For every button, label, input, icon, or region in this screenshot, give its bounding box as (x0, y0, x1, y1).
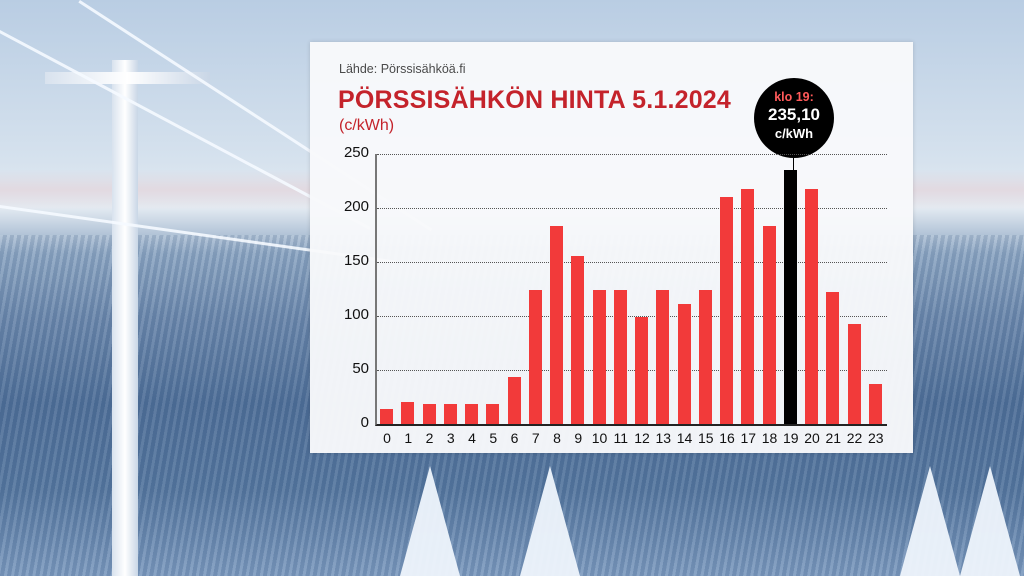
bar-hour-10 (592, 290, 606, 424)
x-tick-label: 7 (531, 430, 540, 446)
bar-hour-15 (698, 290, 712, 424)
x-tick-label: 2 (425, 430, 434, 446)
x-tick-label: 18 (761, 430, 778, 446)
x-tick-label: 3 (446, 430, 455, 446)
highlight-callout: klo 19: 235,10 c/kWh (754, 78, 834, 158)
bar-hour-0 (380, 409, 393, 424)
bar-hour-11 (613, 290, 627, 424)
x-tick-label: 8 (553, 430, 561, 446)
snowy-tree (520, 466, 580, 576)
bar-hour-22 (847, 323, 861, 424)
bar-hour-21 (826, 291, 840, 424)
bar-hour-9 (571, 256, 585, 424)
bar-hour-1 (401, 401, 415, 424)
chart-title: PÖRSSISÄHKÖN HINTA 5.1.2024 (338, 86, 732, 114)
snowy-tree (400, 466, 460, 576)
y-tick-label: 250 (343, 144, 369, 161)
y-tick-label: 50 (352, 360, 369, 377)
x-tick-label: 22 (846, 430, 863, 446)
source-label: Lähde: Pörssisähköä.fi (339, 62, 466, 76)
power-pole (112, 60, 138, 576)
x-tick-label: 13 (655, 430, 672, 446)
bar-hour-5 (486, 404, 500, 424)
x-tick-label: 14 (676, 430, 693, 446)
chart-panel: Lähde: Pörssisähköä.fi PÖRSSISÄHKÖN HINT… (310, 42, 913, 453)
bar-hour-20 (805, 188, 818, 424)
callout-unit: c/kWh (774, 126, 814, 141)
gridline (377, 262, 887, 263)
bar-hour-8 (550, 225, 563, 424)
x-tick-label: 9 (574, 430, 583, 446)
x-tick-label: 20 (804, 430, 820, 446)
gridline (377, 208, 887, 209)
x-tick-label: 21 (825, 430, 842, 446)
bar-hour-13 (656, 290, 670, 424)
bar-hour-2 (422, 404, 436, 424)
y-tick-label: 150 (343, 252, 369, 269)
x-tick-label: 6 (510, 430, 519, 446)
chart-unit: (c/kWh) (339, 117, 395, 134)
gridline (377, 370, 887, 371)
x-tick-label: 4 (468, 430, 476, 446)
y-tick-label: 200 (343, 198, 369, 215)
x-tick-label: 0 (383, 430, 391, 446)
bar-hour-17 (741, 188, 755, 424)
gridline (377, 154, 887, 155)
bar-hour-14 (677, 303, 691, 424)
bar-hour-12 (635, 317, 648, 424)
x-tick-label: 19 (782, 430, 799, 446)
snowy-tree (960, 466, 1020, 576)
power-pole-crossarm (45, 72, 210, 84)
bar-hour-3 (443, 404, 457, 424)
callout-value: 235,10 (768, 105, 820, 124)
x-tick-label: 12 (634, 430, 650, 446)
callout-label: klo 19: (774, 90, 814, 104)
x-tick-label: 23 (867, 430, 884, 446)
x-tick-label: 1 (404, 430, 413, 446)
bar-hour-16 (720, 197, 733, 424)
bar-hour-4 (465, 404, 478, 424)
x-tick-label: 15 (697, 430, 714, 446)
snowy-tree (900, 466, 960, 576)
bar-hour-19 (783, 170, 797, 424)
x-tick-label: 5 (489, 430, 498, 446)
y-tick-label: 100 (343, 306, 369, 323)
x-tick-label: 10 (591, 430, 608, 446)
y-tick-label: 0 (360, 414, 369, 431)
x-tick-label: 16 (719, 430, 735, 446)
gridline (377, 316, 887, 317)
bar-hour-6 (507, 377, 521, 424)
callout-pointer (793, 158, 794, 172)
x-tick-label: 17 (740, 430, 757, 446)
plot-area: 0 50 100 150 200 250 0 1 2 3 4 5 6 7 8 9 10 11 12 13 14 15 16 1… (344, 144, 887, 446)
bar-hour-18 (762, 226, 776, 424)
bar-hour-23 (868, 384, 882, 424)
x-tick-label: 11 (613, 430, 629, 446)
bar-hour-7 (528, 290, 542, 424)
